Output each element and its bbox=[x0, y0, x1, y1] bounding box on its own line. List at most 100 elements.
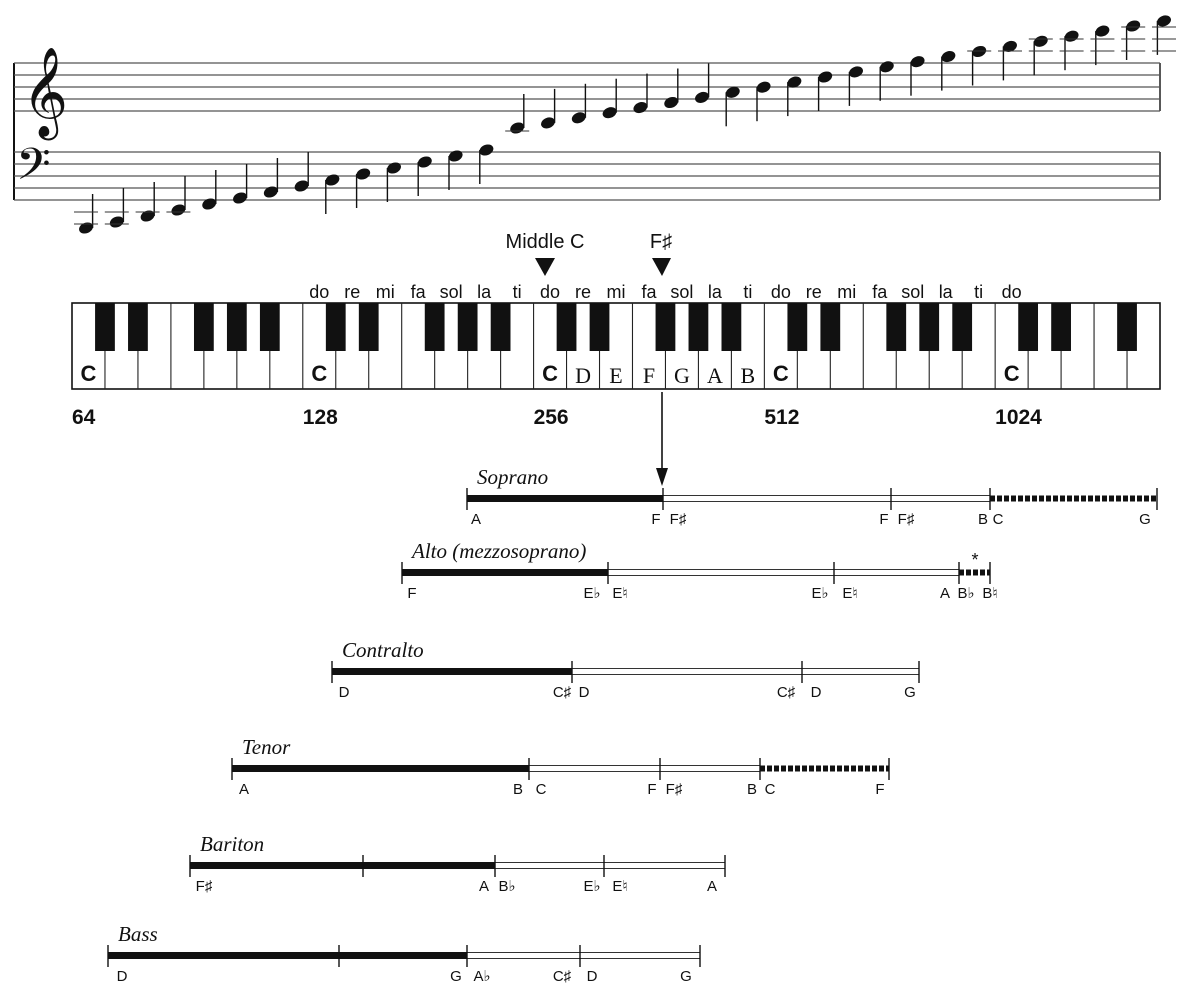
voice-name: Bass bbox=[118, 922, 158, 946]
range-note-label: C bbox=[765, 781, 776, 798]
note-head bbox=[879, 61, 894, 101]
frequency-row: 64 128 256 512 1024 bbox=[72, 406, 1042, 429]
note-head bbox=[1090, 25, 1115, 66]
black-key bbox=[1018, 303, 1039, 351]
note-head bbox=[848, 66, 863, 106]
range-note-label: A♭ bbox=[473, 968, 490, 985]
key-label-c: C bbox=[542, 361, 558, 386]
range-note-label: C bbox=[993, 511, 1004, 528]
range-note-label: F bbox=[875, 781, 884, 798]
solfege-row: do re mi fa sol la ti do re mi fa sol la ti do re mi fa so… bbox=[309, 282, 1021, 302]
range-note-label: F bbox=[879, 511, 888, 528]
range-bar-thick bbox=[232, 765, 529, 772]
note-head bbox=[1121, 20, 1146, 60]
range-note-label: D bbox=[339, 684, 350, 701]
solfege-syllable: fa bbox=[641, 282, 657, 302]
voice-name: Contralto bbox=[342, 638, 424, 662]
black-key bbox=[325, 303, 346, 351]
solfege-syllable: ti bbox=[743, 282, 752, 302]
black-key bbox=[787, 303, 808, 351]
note-head bbox=[695, 63, 710, 103]
solfege-syllable: mi bbox=[837, 282, 856, 302]
voice-name: Soprano bbox=[477, 465, 548, 489]
range-asterisk: * bbox=[971, 550, 978, 570]
note-head bbox=[233, 164, 248, 204]
solfege-syllable: do bbox=[771, 282, 791, 302]
range-bar-thick bbox=[108, 952, 467, 959]
range-note-label: F bbox=[651, 511, 660, 528]
note-head bbox=[505, 94, 530, 134]
range-note-label: F bbox=[647, 781, 656, 798]
black-key bbox=[721, 303, 742, 351]
range-note-label: F♯ bbox=[898, 511, 915, 528]
solfege-syllable: do bbox=[1002, 282, 1022, 302]
black-key bbox=[556, 303, 577, 351]
middle-c-label: Middle C bbox=[506, 231, 585, 253]
solfege-syllable: la bbox=[708, 282, 723, 302]
key-label-note: B bbox=[741, 363, 756, 388]
treble-clef-icon: 𝄞 bbox=[22, 48, 68, 141]
black-key bbox=[1051, 303, 1071, 351]
range-bar-thick bbox=[332, 668, 572, 675]
black-key bbox=[193, 303, 214, 351]
range-note-label: A bbox=[479, 878, 489, 895]
range-note-label: G bbox=[1139, 511, 1151, 528]
note-head bbox=[166, 176, 191, 216]
black-key bbox=[424, 303, 445, 351]
range-note-label: G bbox=[904, 684, 916, 701]
solfege-syllable: ti bbox=[974, 282, 983, 302]
note-head bbox=[1059, 30, 1084, 71]
solfege-syllable: re bbox=[575, 282, 591, 302]
solfege-syllable: sol bbox=[670, 282, 693, 302]
voice-range-0: Soprano A F F♯ F F♯ B C G bbox=[466, 465, 1158, 528]
black-key bbox=[128, 303, 148, 351]
black-key bbox=[688, 303, 709, 351]
range-note-label: E♮ bbox=[612, 585, 627, 602]
key-label-note: D bbox=[575, 363, 591, 388]
piano-keyboard: C C C C CD E F G A B bbox=[71, 302, 1161, 390]
black-key bbox=[226, 303, 247, 351]
solfege-syllable: la bbox=[939, 282, 954, 302]
note-head bbox=[1152, 15, 1176, 55]
black-key bbox=[259, 303, 280, 351]
solfege-syllable: mi bbox=[607, 282, 626, 302]
note-head bbox=[998, 40, 1022, 81]
key-label-c: C bbox=[311, 361, 327, 386]
note-head bbox=[104, 188, 129, 228]
range-note-label: F♯ bbox=[670, 511, 687, 528]
note-head bbox=[787, 76, 802, 117]
note-head bbox=[910, 56, 925, 96]
note-head bbox=[633, 73, 648, 114]
range-note-label: A bbox=[239, 781, 249, 798]
middle-c-arrow-icon bbox=[535, 258, 555, 276]
black-key bbox=[490, 303, 511, 351]
note-head bbox=[448, 150, 463, 190]
note-head bbox=[541, 88, 556, 129]
solfege-syllable: mi bbox=[376, 282, 395, 302]
note-head bbox=[355, 168, 371, 208]
voice-range-5: Bass D G A♭ C♯ D G bbox=[107, 922, 701, 985]
range-note-label: D bbox=[579, 684, 590, 701]
voice-name: Tenor bbox=[242, 735, 291, 759]
range-note-label: B♭ bbox=[498, 878, 515, 895]
range-bar-thick bbox=[402, 569, 608, 576]
key-label-c: C bbox=[773, 361, 789, 386]
black-key bbox=[457, 303, 478, 351]
range-note-label: C bbox=[536, 781, 547, 798]
solfege-syllable: fa bbox=[872, 282, 888, 302]
solfege-syllable: ti bbox=[513, 282, 522, 302]
range-note-label: A bbox=[471, 511, 481, 528]
f-sharp-down-arrow-icon bbox=[656, 392, 668, 486]
range-note-label: B♮ bbox=[982, 585, 997, 602]
key-label-note: A bbox=[707, 363, 723, 388]
f-sharp-arrow-icon bbox=[652, 258, 671, 276]
voice-name: Alto (mezzosoprano) bbox=[410, 539, 586, 563]
range-bar-thick bbox=[190, 862, 495, 869]
note-head bbox=[817, 71, 833, 111]
voice-range-4: Bariton F♯ A B♭ E♭ E♮ A bbox=[189, 832, 726, 895]
note-head bbox=[135, 182, 160, 222]
range-note-label: F♯ bbox=[666, 781, 683, 798]
